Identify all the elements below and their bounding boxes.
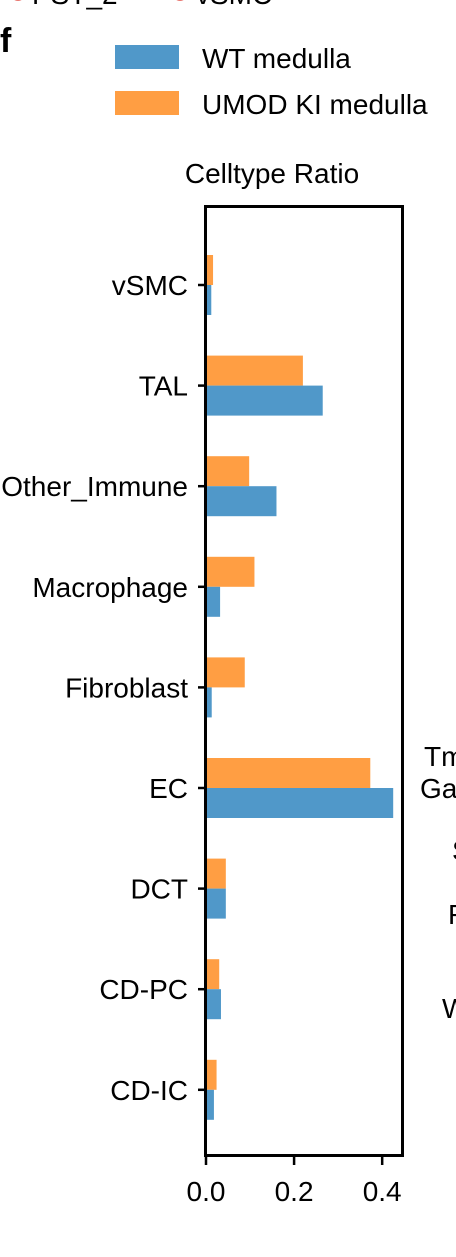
x-tick-label: 0.4 xyxy=(363,1176,402,1207)
bar-wt-cd-pc xyxy=(206,989,221,1020)
y-tick-labels: vSMC TAL Other_Immune Macrophage Fibroblast E… xyxy=(1,270,206,1106)
plot-frame xyxy=(204,205,404,1157)
bar-wt-tal xyxy=(206,385,323,416)
y-tick-label: DCT xyxy=(130,874,188,905)
bar-umod-dct xyxy=(206,858,226,889)
bar-umod-tal xyxy=(206,355,303,386)
chart-title: Celltype Ratio xyxy=(185,158,359,189)
top-fragment-marker-right xyxy=(176,0,184,1)
bar-wt-fibroblast xyxy=(206,687,212,718)
y-tick-label: CD-IC xyxy=(110,1075,188,1106)
top-fragment-right-text: vSMC xyxy=(196,0,272,10)
top-fragment-marker-left xyxy=(14,0,22,1)
right-fragment-text: F xyxy=(448,899,456,930)
y-tick-label: Macrophage xyxy=(32,572,188,603)
bar-umod-macrophage xyxy=(206,556,255,587)
y-tick-label: EC xyxy=(149,773,188,804)
bar-wt-dct xyxy=(206,888,226,919)
bar-umod-fibroblast xyxy=(206,657,245,688)
x-tick-label: 0.2 xyxy=(275,1176,314,1207)
right-fragment-text: Tm xyxy=(424,741,456,772)
legend-label-wt: WT medulla xyxy=(202,43,351,74)
bar-umod-other-immune xyxy=(206,456,250,487)
right-fragment-text: S xyxy=(452,835,456,866)
bar-umod-cd-ic xyxy=(206,1059,217,1090)
bar-wt-cd-ic xyxy=(206,1089,214,1120)
x-tick-label: 0.0 xyxy=(187,1176,226,1207)
y-tick-label: Other_Immune xyxy=(1,471,188,502)
y-tick-label: Fibroblast xyxy=(65,672,188,703)
bar-wt-ec xyxy=(206,788,394,818)
right-fragment-text: Ga xyxy=(420,773,456,804)
legend-label-umod: UMOD KI medulla xyxy=(202,89,428,120)
chart-legend: WT medulla UMOD KI medulla xyxy=(115,43,428,120)
bar-wt-other-immune xyxy=(206,486,277,517)
y-tick-label: TAL xyxy=(139,371,188,402)
bar-umod-cd-pc xyxy=(206,959,220,990)
x-axis: 0.0 0.2 0.4 xyxy=(187,1156,402,1207)
bar-umod-vsmc xyxy=(206,255,214,285)
right-fragment-text: W xyxy=(442,993,456,1024)
bar-wt-macrophage xyxy=(206,586,221,617)
panel-label: f xyxy=(0,22,12,60)
bar-umod-ec xyxy=(206,758,371,788)
legend-swatch-wt xyxy=(115,45,179,69)
top-fragment-left-text: PST_2 xyxy=(32,0,118,10)
bars-group xyxy=(206,255,394,1120)
legend-swatch-umod xyxy=(115,91,179,115)
bar-wt-vsmc xyxy=(206,285,212,315)
y-tick-label: vSMC xyxy=(112,270,188,301)
y-tick-label: CD-PC xyxy=(99,974,188,1005)
